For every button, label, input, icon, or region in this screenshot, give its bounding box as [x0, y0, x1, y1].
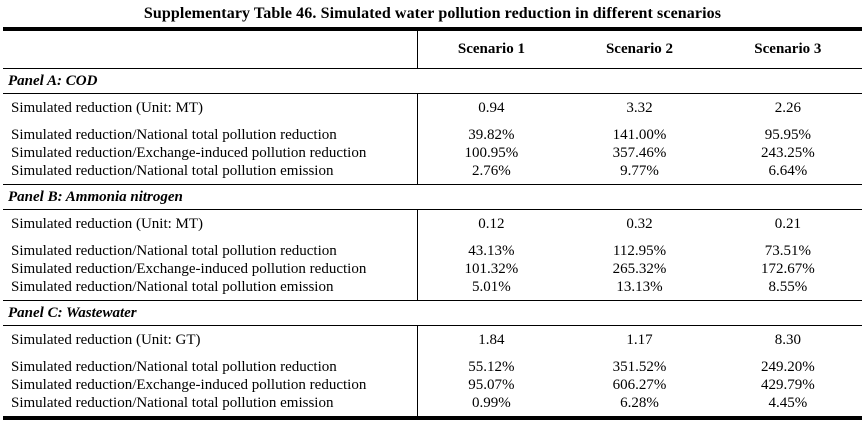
- row-label: Simulated reduction/National total pollu…: [3, 162, 418, 185]
- panel-b-label: Panel B: Ammonia nitrogen: [3, 184, 862, 210]
- cell-value: 55.12%: [468, 359, 515, 375]
- bottom-double-rule: [3, 416, 862, 420]
- panel-b-header-row: Panel B: Ammonia nitrogen: [3, 184, 862, 210]
- table-row: Simulated reduction/National total pollu…: [3, 242, 862, 260]
- row-label: Simulated reduction/National total pollu…: [3, 242, 418, 260]
- cell-value: 172.67%: [760, 261, 815, 277]
- cell-value: 4.45%: [768, 395, 808, 411]
- cell-value: 100.95%: [464, 145, 519, 161]
- cell-value: 1.84: [478, 332, 505, 348]
- cell-value: 0.32: [626, 216, 653, 232]
- cell-value: 0.94: [478, 100, 505, 116]
- scenarios-table: Scenario 1 Scenario 2 Scenario 3 Panel A…: [3, 31, 862, 416]
- row-label: Simulated reduction/National total pollu…: [3, 394, 418, 416]
- cell-value: 73.51%: [764, 243, 811, 259]
- cell-value: 265.32%: [612, 261, 667, 277]
- table-row: Simulated reduction/National total pollu…: [3, 162, 862, 185]
- cell-value: 8.30: [774, 332, 801, 348]
- stub-header-cell: [3, 31, 418, 69]
- row-label: Simulated reduction/Exchange-induced pol…: [3, 144, 418, 162]
- table-row: Simulated reduction/Exchange-induced pol…: [3, 376, 862, 394]
- row-label: Simulated reduction/National total pollu…: [3, 278, 418, 301]
- cell-value: 112.95%: [612, 243, 667, 259]
- table-row: Simulated reduction/Exchange-induced pol…: [3, 144, 862, 162]
- cell-value: 5.01%: [417, 278, 566, 301]
- table-row: Simulated reduction (Unit: MT) 0.12 0.32…: [3, 209, 862, 242]
- panel-c-label: Panel C: Wastewater: [3, 300, 862, 326]
- table-row: Simulated reduction/National total pollu…: [3, 358, 862, 376]
- cell-value: 606.27%: [612, 377, 667, 393]
- row-label: Simulated reduction/National total pollu…: [3, 126, 418, 144]
- cell-value: 95.07%: [468, 377, 515, 393]
- header-row: Scenario 1 Scenario 2 Scenario 3: [3, 31, 862, 69]
- cell-value: 13.13%: [565, 278, 714, 301]
- cell-value: 357.46%: [612, 145, 667, 161]
- cell-value: 39.82%: [468, 127, 515, 143]
- cell-value: 249.20%: [760, 359, 815, 375]
- cell-value: 141.00%: [612, 127, 667, 143]
- cell-value: 43.13%: [468, 243, 515, 259]
- cell-value: 3.32: [626, 100, 653, 116]
- table-row: Simulated reduction/National total pollu…: [3, 126, 862, 144]
- cell-value: 351.52%: [612, 359, 667, 375]
- table-title: Supplementary Table 46. Simulated water …: [143, 5, 722, 22]
- row-label: Simulated reduction (Unit: MT): [3, 209, 418, 242]
- row-label: Simulated reduction (Unit: GT): [3, 325, 418, 358]
- cell-value: 2.26: [774, 100, 801, 116]
- panel-a-label: Panel A: COD: [3, 68, 862, 94]
- row-label: Simulated reduction/National total pollu…: [3, 358, 418, 376]
- cell-value: 429.79%: [760, 377, 815, 393]
- row-label: Simulated reduction/Exchange-induced pol…: [3, 376, 418, 394]
- table-row: Simulated reduction (Unit: MT) 0.94 3.32…: [3, 93, 862, 126]
- cell-value: 0.21: [774, 216, 801, 232]
- column-header-scenario-1: Scenario 1: [417, 31, 566, 69]
- cell-value: 95.95%: [764, 127, 811, 143]
- table-row: Simulated reduction/National total pollu…: [3, 278, 862, 301]
- cell-value: 0.99%: [472, 395, 511, 411]
- cell-value: 6.28%: [620, 395, 659, 411]
- table-row: Simulated reduction (Unit: GT) 1.84 1.17…: [3, 325, 862, 358]
- cell-value: 6.64%: [713, 162, 862, 185]
- table-row: Simulated reduction/Exchange-induced pol…: [3, 260, 862, 278]
- panel-a-header-row: Panel A: COD: [3, 68, 862, 94]
- cell-value: 2.76%: [417, 162, 566, 185]
- table-row: Simulated reduction/National total pollu…: [3, 394, 862, 416]
- column-header-scenario-2: Scenario 2: [565, 31, 714, 69]
- cell-value: 0.12: [478, 216, 505, 232]
- cell-value: 101.32%: [464, 261, 519, 277]
- cell-value: 1.17: [626, 332, 653, 348]
- cell-value: 243.25%: [760, 145, 815, 161]
- column-header-scenario-3: Scenario 3: [713, 31, 862, 69]
- cell-value: 9.77%: [565, 162, 714, 185]
- top-double-rule: [3, 27, 862, 31]
- row-label: Simulated reduction (Unit: MT): [3, 93, 418, 126]
- row-label: Simulated reduction/Exchange-induced pol…: [3, 260, 418, 278]
- cell-value: 8.55%: [713, 278, 862, 301]
- panel-c-header-row: Panel C: Wastewater: [3, 300, 862, 326]
